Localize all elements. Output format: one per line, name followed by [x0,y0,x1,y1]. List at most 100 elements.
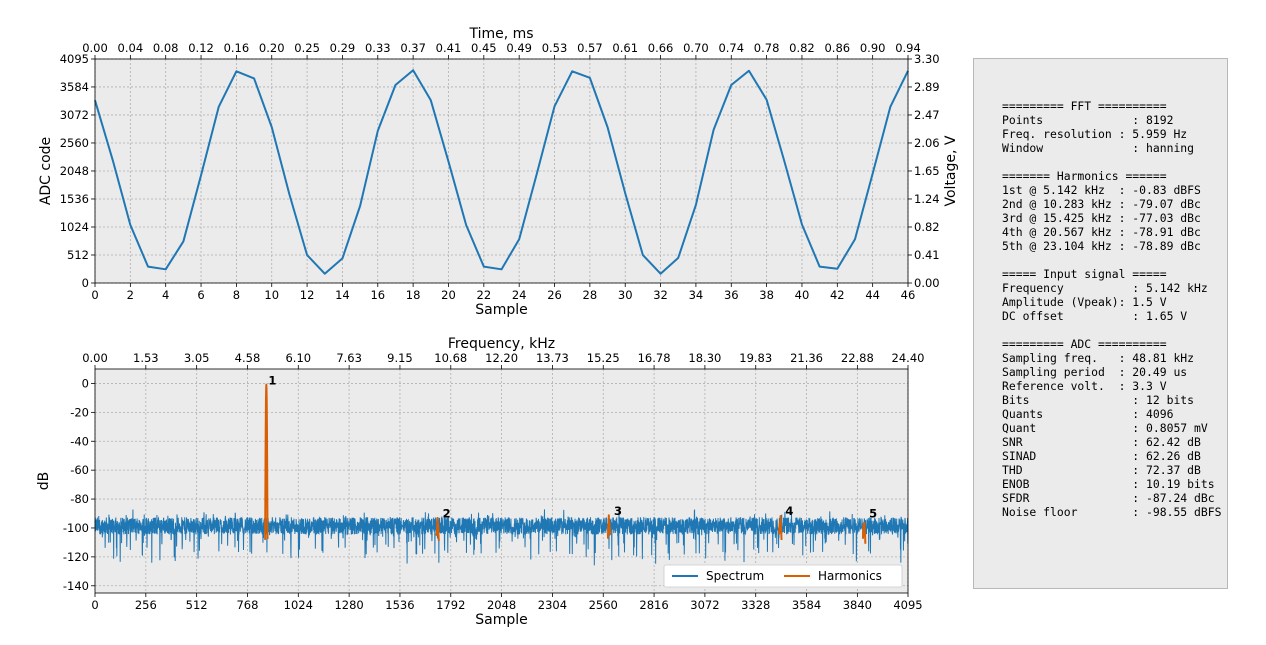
plot2-x-tick-label: 512 [186,598,208,612]
plot1-x-tick-label: 44 [865,288,880,302]
plot1-frame [94,58,909,284]
plot1-top-axis-label: Time, ms [468,26,533,42]
plot2-top-tick-label: 21.36 [790,351,823,365]
plot2-x-tick-label: 3072 [690,598,719,612]
plot1-right-tick-label: 0.00 [914,276,940,290]
plot1-top-tick-label: 0.41 [436,41,462,55]
plot1-right-axis-label: Voltage, V [943,135,959,206]
plot1-x-tick-label: 6 [197,288,204,302]
plot2-x-tick-label: 256 [135,598,157,612]
plot2-top-tick-label: 15.25 [587,351,620,365]
plot1-x-axis-label: Sample [475,302,528,318]
harmonic-2-label: 2 [443,507,451,521]
plot1-x-tick-label: 2 [127,288,134,302]
plot1-y-tick-label: 2560 [60,136,89,150]
plot1-right-tick-label: 3.30 [914,52,940,66]
plot1-x-tick-label: 4 [162,288,169,302]
plot1-top-tick-label: 0.04 [118,41,144,55]
plot1-top-tick-label: 0.53 [542,41,568,55]
plot2-top-tick-label: 12.20 [485,351,518,365]
plot2-top-tick-label: 6.10 [285,351,311,365]
plot1-top-tick-label: 0.20 [259,41,285,55]
plot2-y-tick-label: -40 [70,434,89,448]
plot2-x-tick-label: 4095 [893,598,922,612]
plot1-top-tick-label: 0.33 [365,41,391,55]
plot1-top-tick-label: 0.29 [330,41,356,55]
plot1-x-tick-label: 16 [370,288,385,302]
plot2-top-tick-label: 22.88 [841,351,874,365]
plot2-top-axis-label: Frequency, kHz [448,336,555,352]
plot2-x-tick-label: 1024 [284,598,313,612]
plot2-x-tick-label: 1792 [436,598,465,612]
plot1-x-tick-label: 36 [724,288,739,302]
plot1-x-tick-label: 26 [547,288,562,302]
plot1-top-tick-label: 0.61 [612,41,638,55]
plot1-top-tick-label: 0.78 [754,41,780,55]
plot2-top-tick-label: 3.05 [184,351,210,365]
plot1-right-tick-label: 0.41 [914,248,940,262]
plot1-y-tick-label: 1536 [60,192,89,206]
harmonic-1-line [264,383,269,540]
plot1-right-tick-label: 0.82 [914,220,940,234]
plot1-right-tick-label: 2.06 [914,136,940,150]
plot2-y-axis-label: dB [36,472,52,491]
plot1-right-tick-label: 2.89 [914,80,940,94]
plot1-y-tick-label: 512 [67,248,89,262]
plot1-y-tick-label: 4095 [60,52,89,66]
plot2-x-tick-label: 1536 [385,598,414,612]
plot2-x-tick-label: 3840 [843,598,872,612]
plot2-top-tick-label: 10.68 [434,351,467,365]
plot1-top-tick-label: 0.74 [718,41,744,55]
plot2-top-tick-label: 1.53 [133,351,159,365]
plot2-x-tick-label: 0 [91,598,98,612]
plot1-x-tick-label: 42 [830,288,845,302]
plot2-top-tick-label: 9.15 [387,351,413,365]
plot1-top-tick-label: 0.00 [82,41,108,55]
legend-label-spectrum: Spectrum [706,569,764,583]
plot1-x-tick-label: 12 [300,288,315,302]
legend-box [663,564,903,588]
plot2-y-tick-label: -100 [63,521,89,535]
plot2-top-tick-label: 18.30 [688,351,721,365]
plot2-top-tick-label: 19.83 [739,351,772,365]
plot1-x-tick-label: 24 [512,288,527,302]
harmonic-5-line [861,521,867,544]
plot1-top-tick-label: 0.37 [400,41,426,55]
spectrum-line [94,509,909,566]
plot2-top-tick-label: 16.78 [638,351,671,365]
plot1-x-tick-label: 14 [335,288,350,302]
plot1-x-tick-label: 30 [618,288,633,302]
plot1-x-tick-label: 28 [583,288,598,302]
plot1-x-tick-label: 22 [477,288,492,302]
info-text: ========= FFT ========== Points : 8192 F… [1002,99,1222,519]
plot1-y-tick-label: 3584 [60,80,89,94]
plot1-y-tick-label: 0 [82,276,89,290]
harmonic-3-line [606,514,612,539]
plot1-right-tick-label: 1.65 [914,164,940,178]
plot1-top-tick-label: 0.08 [153,41,179,55]
plot2-x-tick-label: 2560 [589,598,618,612]
plot1-top-tick-label: 0.86 [824,41,850,55]
plot1-x-tick-label: 20 [441,288,456,302]
plot2-top-tick-label: 7.63 [336,351,362,365]
plot2-x-tick-label: 3584 [792,598,821,612]
plot1-top-tick-label: 0.82 [789,41,815,55]
plot1-x-tick-label: 18 [406,288,421,302]
info-panel: ========= FFT ========== Points : 8192 F… [973,58,1228,589]
plot1-top-tick-label: 0.66 [648,41,674,55]
plot2-frame [94,368,909,594]
plot2-top-tick-label: 24.40 [892,351,925,365]
plot1-top-tick-label: 0.70 [683,41,709,55]
plot1-top-tick-label: 0.45 [471,41,497,55]
harmonic-5-label: 5 [869,507,877,521]
plot2-y-tick-label: 0 [82,376,89,390]
plot2-y-tick-label: -80 [70,492,89,506]
plot1-x-tick-label: 0 [91,288,98,302]
plot1-top-tick-label: 0.57 [577,41,603,55]
plot2-x-tick-label: 768 [236,598,258,612]
plot1-y-tick-label: 1024 [60,220,89,234]
plot2-x-tick-label: 3328 [741,598,770,612]
plot1-x-tick-label: 46 [901,288,916,302]
plot2-y-tick-label: -20 [70,405,89,419]
